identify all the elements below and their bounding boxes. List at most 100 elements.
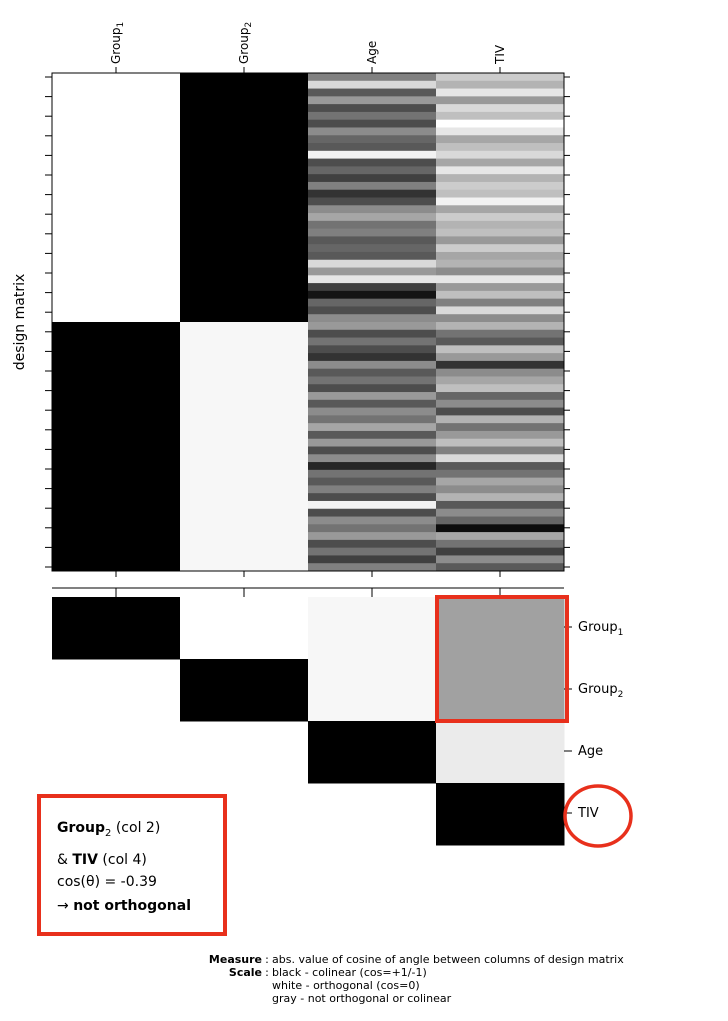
dm-cell-c3-r41 (308, 384, 437, 393)
dm-cell-c2-r21 (180, 322, 309, 335)
dm-cell-c4-r9 (436, 135, 565, 144)
dm-cell-c1-r9 (52, 172, 181, 186)
dm-cell-c4-r31 (436, 306, 565, 315)
dm-cell-c3-r52 (308, 469, 437, 479)
dm-cell-c3-r59 (308, 524, 437, 533)
dm-cell-c4-r45 (436, 415, 565, 424)
dm-cell-c3-r33 (308, 322, 437, 331)
info-amp: & (57, 852, 68, 868)
dm-cell-c1-r18 (52, 284, 181, 298)
dm-cell-c1-r36 (52, 508, 181, 522)
dm-col-label-4: TIV (493, 44, 507, 65)
dm-cell-c3-r47 (308, 430, 437, 440)
dm-cell-c4-r46 (436, 423, 565, 432)
dm-cell-c2-r36 (180, 508, 309, 522)
orth-cell-r1-c1 (52, 597, 181, 660)
dm-cell-c4-r28 (436, 283, 565, 292)
scale-line-3: gray - not orthogonal or colinear (272, 992, 452, 1005)
dm-cell-c4-r38 (436, 360, 565, 370)
dm-cell-c1-r19 (52, 297, 181, 311)
dm-cell-c4-r37 (436, 353, 565, 362)
info-col-a-index: (col 2) (115, 820, 161, 836)
dm-cell-c4-r30 (436, 298, 565, 307)
scale-row: Scale: black - colinear (cos=+1/-1) (180, 966, 624, 979)
dm-cell-c4-r5 (436, 104, 565, 113)
dm-cell-c4-r51 (436, 462, 565, 471)
info-box: Group2 (col 2) & TIV (col 4) cos(θ) = -0… (37, 794, 227, 936)
orth-cell-r1-c3 (308, 597, 437, 660)
dm-cell-c2-r33 (180, 471, 309, 485)
orth-cell-r2-c3 (308, 659, 437, 722)
dm-cell-c2-r26 (180, 384, 309, 398)
dm-cell-c3-r43 (308, 399, 437, 409)
dm-cell-c1-r34 (52, 483, 181, 497)
dm-cell-c2-r35 (180, 496, 309, 510)
design-matrix-ticks (45, 67, 570, 597)
dm-cell-c2-r19 (180, 297, 309, 311)
dm-cell-c3-r35 (308, 337, 437, 346)
dm-cell-c1-r14 (52, 234, 181, 248)
orthogonality-row-labels: Group1 Group2 Age TIV (564, 620, 623, 821)
dm-cell-c3-r44 (308, 407, 437, 416)
dm-cell-c4-r19 (436, 213, 565, 222)
dm-cell-c3-r60 (308, 532, 437, 541)
dm-cell-c1-r10 (52, 185, 181, 198)
info-col-a: Group2 (col 2) (57, 820, 161, 839)
dm-cell-c3-r1 (308, 73, 437, 82)
dm-cell-c4-r3 (436, 88, 565, 97)
dm-cell-c4-r43 (436, 399, 565, 409)
dm-cell-c3-r40 (308, 376, 437, 385)
dm-cell-c1-r35 (52, 496, 181, 510)
dm-cell-c4-r20 (436, 220, 565, 230)
dm-cell-c2-r22 (180, 334, 309, 348)
dm-cell-c4-r24 (436, 251, 565, 261)
dm-cell-c4-r42 (436, 392, 565, 401)
dm-cell-c3-r30 (308, 298, 437, 307)
dm-cell-c1-r27 (52, 396, 181, 410)
dm-cell-c3-r10 (308, 143, 437, 152)
dm-cell-c2-r5 (180, 122, 309, 136)
dm-cell-c1-r37 (52, 521, 181, 535)
dm-cell-c3-r20 (308, 220, 437, 230)
dm-cell-c4-r23 (436, 244, 565, 253)
scale-key: Scale (228, 966, 262, 979)
dm-cell-c2-r15 (180, 247, 309, 261)
dm-cell-c1-r40 (52, 558, 181, 572)
dm-cell-c2-r1 (180, 73, 309, 86)
dm-cell-c1-r23 (52, 346, 181, 360)
dm-cell-c3-r57 (308, 508, 437, 518)
dm-cell-c4-r48 (436, 438, 565, 447)
dm-cell-c4-r49 (436, 446, 565, 455)
dm-cell-c4-r62 (436, 547, 565, 556)
dm-cell-c2-r20 (180, 309, 309, 323)
measure-legend: Measure: abs. value of cosine of angle be… (180, 953, 624, 1005)
dm-cell-c4-r56 (436, 500, 565, 510)
info-cos: cos(θ) = -0.39 (57, 874, 157, 890)
dm-cell-c4-r14 (436, 174, 565, 183)
dm-cell-c1-r24 (52, 359, 181, 373)
dm-cell-c3-r29 (308, 290, 437, 300)
dm-cell-c3-r17 (308, 197, 437, 206)
dm-cell-c2-r32 (180, 458, 309, 472)
dm-cell-c4-r41 (436, 384, 565, 393)
info-col-a-sub: 2 (105, 828, 112, 839)
dm-cell-c2-r24 (180, 359, 309, 373)
design-matrix-ylabel: design matrix (12, 274, 28, 371)
dm-cell-c3-r34 (308, 329, 437, 339)
dm-cell-c3-r53 (308, 477, 437, 486)
orth-row-label-4: TIV (577, 806, 599, 821)
highlight-circle (563, 784, 633, 848)
dm-cell-c4-r21 (436, 228, 565, 237)
dm-cell-c2-r16 (180, 259, 309, 273)
orth-row-label-3: Age (578, 744, 603, 759)
dm-cell-c1-r11 (52, 197, 181, 211)
dm-cell-c3-r63 (308, 555, 437, 564)
dm-cell-c2-r17 (180, 272, 309, 286)
dm-cell-c3-r58 (308, 516, 437, 525)
dm-cell-c3-r22 (308, 236, 437, 245)
dm-cell-c3-r48 (308, 438, 437, 447)
info-col-a-name: Group (57, 820, 106, 836)
dm-col-label-2: Group2 (237, 22, 254, 64)
dm-cell-c2-r14 (180, 234, 309, 248)
dm-cell-c4-r64 (436, 563, 565, 572)
